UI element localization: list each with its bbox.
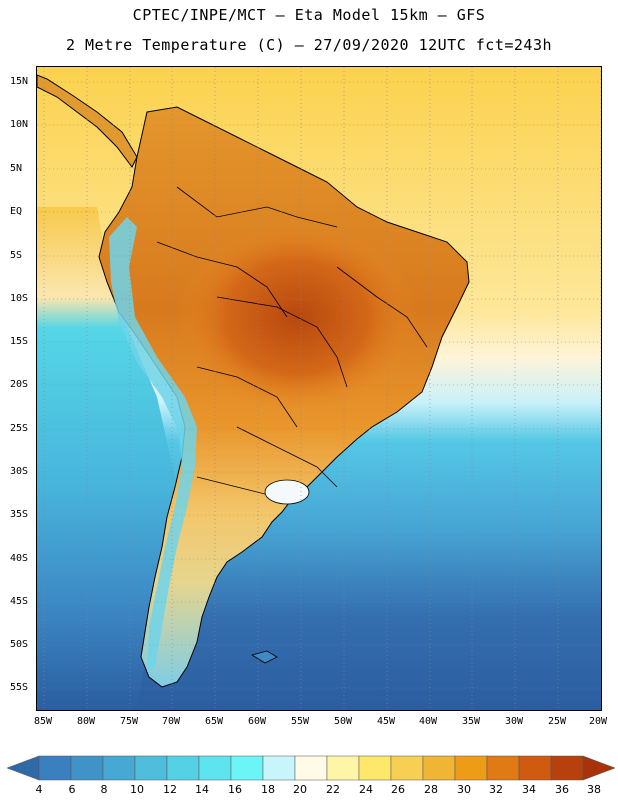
colorbar-swatch [486,755,520,781]
colorbar-label: 28 [424,783,438,796]
colorbar-label: 6 [68,783,76,796]
lat-label: 15S [10,336,29,347]
lat-label: 30S [10,466,29,477]
colorbar-label: 12 [163,783,177,796]
colorbar-high-arrow [582,755,616,781]
andes-cold-band [109,217,197,672]
colorbar-label: 24 [359,783,373,796]
lon-label: 60W [247,716,267,727]
colorbar-label: 38 [587,783,601,796]
lat-label: EQ [10,206,23,217]
colorbar-swatch [454,755,488,781]
colorbar-label: 30 [457,783,471,796]
colorbar-swatches [6,755,616,781]
map-title-line-2: 2 Metre Temperature (C) — 27/09/2020 12U… [65,36,553,54]
colorbar-swatch [262,755,296,781]
lat-label: 10N [10,119,29,130]
lat-label: 25S [10,423,29,434]
colorbar-label: 20 [293,783,307,796]
colorbar-label: 10 [130,783,144,796]
colorbar-label: 26 [391,783,405,796]
lon-label: 70W [161,716,181,727]
lat-label: 35S [10,509,29,520]
colorbar-low-arrow [6,755,40,781]
lon-label: 65W [204,716,224,727]
lat-label: 15N [10,76,29,87]
temperature-colorbar [6,755,616,781]
colorbar-swatch [134,755,168,781]
colorbar-label: 16 [228,783,242,796]
colorbar-label: 36 [555,783,569,796]
lat-label: 50S [10,639,29,650]
colorbar-swatch [38,755,72,781]
lat-label: 10S [10,293,29,304]
lon-label: 40W [418,716,438,727]
lon-label: 55W [290,716,310,727]
colorbar-label: 14 [195,783,209,796]
colorbar-swatch [358,755,392,781]
pacific-ocean-field [37,207,177,710]
lat-label: 55S [10,682,29,693]
colorbar-swatch [550,755,584,781]
colorbar-swatch [294,755,328,781]
coastal-lagoon [264,479,310,505]
colorbar-swatch [326,755,360,781]
colorbar-label: 18 [261,783,275,796]
colorbar-swatch [102,755,136,781]
colorbar-label: 22 [326,783,340,796]
lat-label: 5N [10,163,23,174]
colorbar-swatch [390,755,424,781]
central-america-landmass [37,74,138,168]
colorbar-label: 4 [35,783,43,796]
colorbar-label: 32 [489,783,503,796]
colorbar-label: 8 [100,783,108,796]
lon-label: 25W [547,716,567,727]
colorbar-swatch [198,755,232,781]
lat-label: 5S [10,250,23,261]
falkland-islands [250,650,278,664]
lat-label: 40S [10,553,29,564]
colorbar-swatch [230,755,264,781]
map-title-line-1: CPTEC/INPE/MCT — Eta Model 15km — GFS [132,6,486,24]
lat-label: 20S [10,379,29,390]
country-borders [156,186,428,498]
colorbar-label: 34 [522,783,536,796]
lon-label: 50W [333,716,353,727]
lon-label: 35W [461,716,481,727]
lon-label: 80W [76,716,96,727]
temperature-map-canvas [37,67,601,710]
temperature-map [36,66,602,711]
colorbar-swatch [166,755,200,781]
lon-label: 20W [588,716,608,727]
colorbar-swatch [518,755,552,781]
lon-label: 30W [504,716,524,727]
lat-label: 45S [10,596,29,607]
colorbar-swatch [422,755,456,781]
colorbar-swatch [70,755,104,781]
lon-label: 45W [376,716,396,727]
lon-label: 75W [119,716,139,727]
lon-label: 85W [33,716,53,727]
